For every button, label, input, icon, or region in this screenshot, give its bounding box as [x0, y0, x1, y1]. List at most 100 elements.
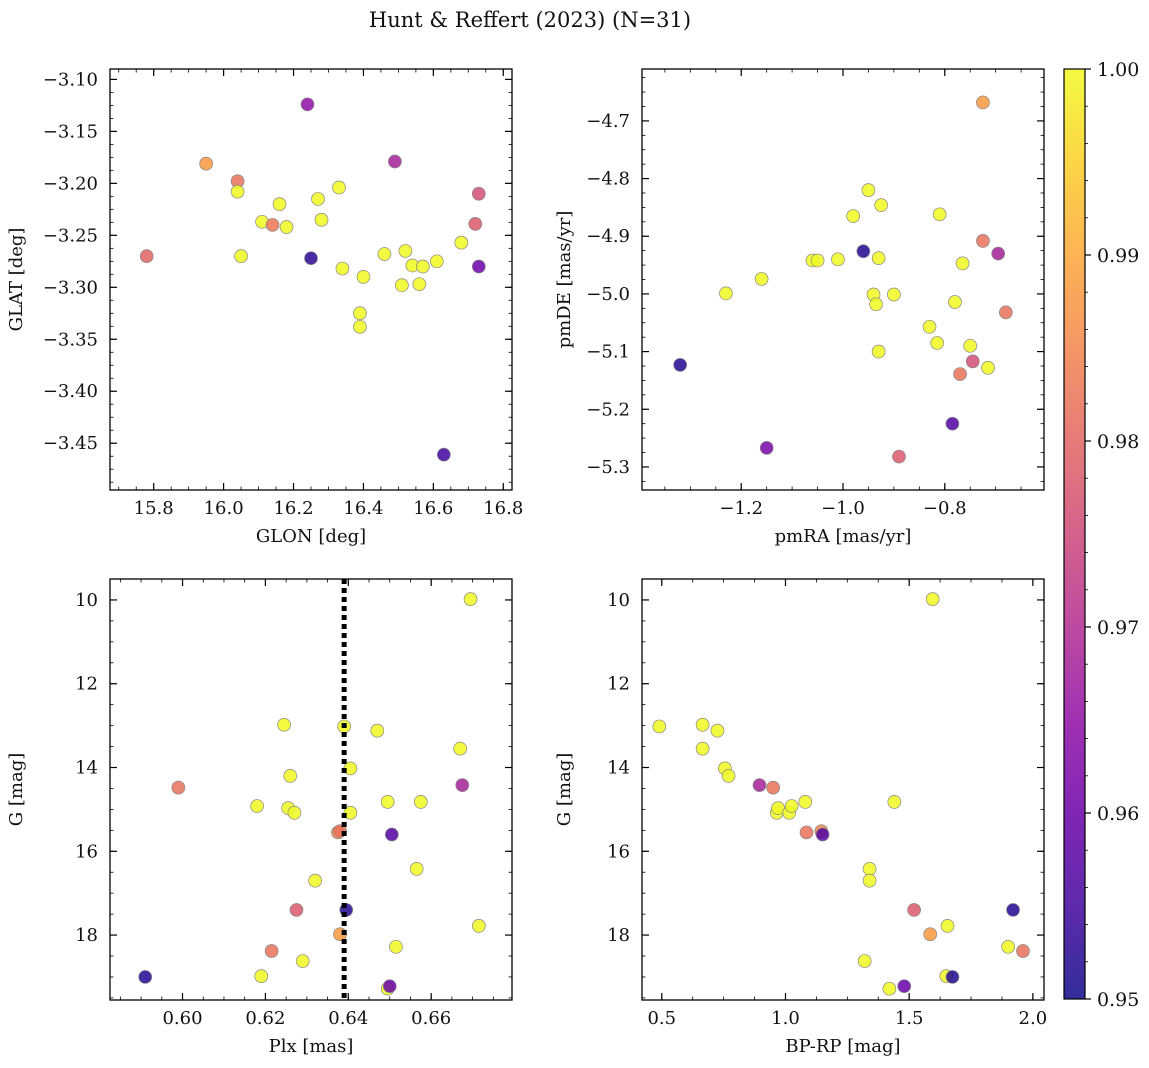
scatter-point: [862, 862, 877, 876]
scatter-point: [335, 261, 350, 276]
y-tick-label: 18: [607, 925, 630, 946]
scatter-point: [955, 256, 970, 271]
scatter-point: [932, 207, 947, 222]
scatter-point: [857, 954, 872, 968]
x-tick-label: 16.4: [343, 498, 383, 519]
scatter-point: [250, 799, 264, 813]
scatter-point: [784, 799, 799, 813]
scatter-point: [454, 235, 469, 250]
scatter-point: [940, 919, 955, 933]
y-tick-label: 16: [75, 841, 98, 862]
y-tick-label: −5.2: [586, 399, 630, 420]
y-tick-label: 12: [75, 674, 98, 695]
y-axis-label: pmDE [mas/yr]: [554, 211, 575, 349]
x-axis-label: Plx [mas]: [269, 1036, 354, 1057]
y-tick-label: −4.7: [586, 111, 630, 132]
scatter-point: [304, 251, 318, 266]
scatter-point: [945, 970, 960, 984]
scatter-point: [882, 981, 897, 996]
scatter-point: [945, 416, 960, 431]
scatter-point: [1016, 944, 1030, 958]
colorbar-tick-label: 0.99: [1097, 245, 1139, 267]
colorbar-tick-label: 1.00: [1097, 59, 1139, 81]
x-tick-label: −0.8: [923, 498, 967, 519]
x-axis-label: BP-RP [mag]: [785, 1036, 900, 1057]
y-tick-label: −4.9: [586, 226, 630, 247]
scatter-point: [380, 795, 395, 809]
scatter-point: [311, 192, 325, 206]
x-tick-label: 0.62: [245, 1008, 285, 1029]
scatter-point: [254, 969, 269, 983]
y-tick-label: −3.10: [43, 69, 98, 90]
plot-area: [110, 69, 512, 490]
panel-bprp-g: 0.5 1.0 1.5 2.0 10 12 14 16 18 BP-RP [mag] G [mag]: [554, 578, 1048, 1057]
scatter-point: [930, 336, 944, 350]
y-tick-label: −5.1: [586, 342, 630, 363]
colorbar-tick-label: 0.96: [1097, 803, 1139, 825]
scatter-point: [283, 769, 298, 783]
scatter-point: [695, 741, 710, 756]
scatter-point: [799, 825, 814, 840]
scatter-point: [139, 249, 154, 263]
scatter-point: [831, 252, 845, 267]
colorbar-tick-label: 0.95: [1097, 989, 1139, 1011]
scatter-point: [230, 184, 245, 199]
scatter-point: [871, 344, 886, 359]
axes-frame: [641, 578, 1045, 1001]
y-tick-label: −5.0: [586, 284, 630, 305]
scatter-point: [721, 769, 736, 783]
scatter-point: [264, 944, 279, 958]
scatter-point: [395, 278, 409, 293]
y-tick-label: −3.25: [43, 225, 98, 246]
scatter-point: [370, 723, 385, 738]
scatter-point: [897, 979, 912, 994]
scatter-point: [719, 286, 733, 301]
scatter-point: [300, 97, 315, 112]
scatter-point: [277, 717, 291, 732]
scatter-point: [343, 805, 358, 820]
y-axis-label: G [mag]: [6, 753, 27, 826]
y-tick-label: −5.3: [586, 457, 630, 478]
scatter-point: [652, 719, 667, 734]
scatter-point: [922, 319, 937, 334]
x-tick-label: 2.0: [1019, 1008, 1048, 1029]
y-tick-label: −3.35: [43, 329, 98, 350]
y-tick-label: −3.15: [43, 121, 98, 142]
scatter-point: [412, 277, 427, 292]
scatter-point: [463, 592, 478, 606]
y-tick-label: −3.40: [43, 381, 98, 402]
scatter-point: [471, 186, 486, 201]
x-axis-label: GLON [deg]: [256, 526, 366, 547]
scatter-point: [356, 270, 371, 284]
y-tick-label: −3.20: [43, 173, 98, 194]
scatter-point: [695, 717, 710, 732]
scatter-point: [388, 154, 402, 169]
scatter-point: [965, 354, 980, 369]
scatter-point: [265, 218, 280, 232]
scatter-point: [798, 795, 813, 809]
scatter-point: [871, 251, 886, 266]
scatter-point: [710, 723, 725, 738]
scatter-point: [752, 778, 767, 792]
scatter-point: [468, 217, 483, 231]
scatter-point: [353, 319, 367, 334]
scatter-point: [874, 198, 889, 212]
scatter-point: [171, 780, 186, 795]
scatter-point: [981, 360, 995, 375]
scatter-point: [289, 903, 304, 917]
scatter-point: [923, 927, 938, 942]
scatter-point: [759, 441, 774, 455]
x-tick-label: 1.5: [895, 1008, 924, 1029]
scatter-point: [308, 873, 322, 888]
y-tick-label: −3.30: [43, 277, 98, 298]
scatter-point: [389, 939, 403, 954]
scatter-point: [413, 795, 428, 809]
scatter-point: [199, 156, 213, 171]
x-tick-label: 1.0: [771, 1008, 800, 1029]
scatter-point: [279, 220, 294, 234]
scatter-point: [991, 246, 1006, 261]
x-tick-label: −1.2: [719, 498, 763, 519]
scatter-point: [272, 197, 287, 211]
scatter-point: [416, 259, 430, 274]
